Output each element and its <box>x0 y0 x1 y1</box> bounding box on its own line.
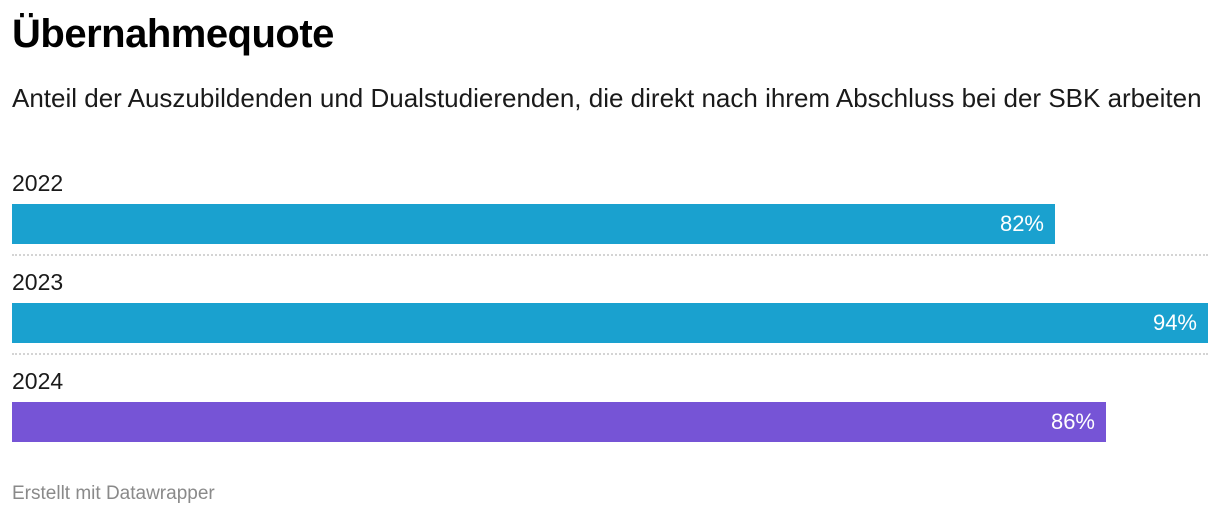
bar-row-2023: 2023 94% <box>12 265 1208 364</box>
bar-row-2024: 2024 86% <box>12 364 1208 463</box>
bar-2022: 82% <box>12 204 1055 244</box>
footer-credit: Erstellt mit Datawrapper <box>12 483 215 504</box>
bar-value-label: 94% <box>1152 310 1197 335</box>
bar-row-2022: 2022 82% <box>12 166 1208 265</box>
chart-title: Übernahmequote <box>12 12 334 56</box>
row-separator <box>12 254 1208 256</box>
bar-2024: 86% <box>12 402 1106 442</box>
category-label: 2024 <box>12 368 64 394</box>
chart-subtitle: Anteil der Auszubildenden und Dualstudie… <box>12 83 1202 113</box>
category-label: 2022 <box>12 170 64 196</box>
bar-rows: 2022 82% 2023 94% 2024 86% <box>12 166 1208 463</box>
bar-value-label: 86% <box>1050 409 1095 434</box>
row-separator <box>12 353 1208 355</box>
bar-2023: 94% <box>12 303 1208 343</box>
bar-value-label: 82% <box>999 211 1044 236</box>
category-label: 2023 <box>12 269 64 295</box>
